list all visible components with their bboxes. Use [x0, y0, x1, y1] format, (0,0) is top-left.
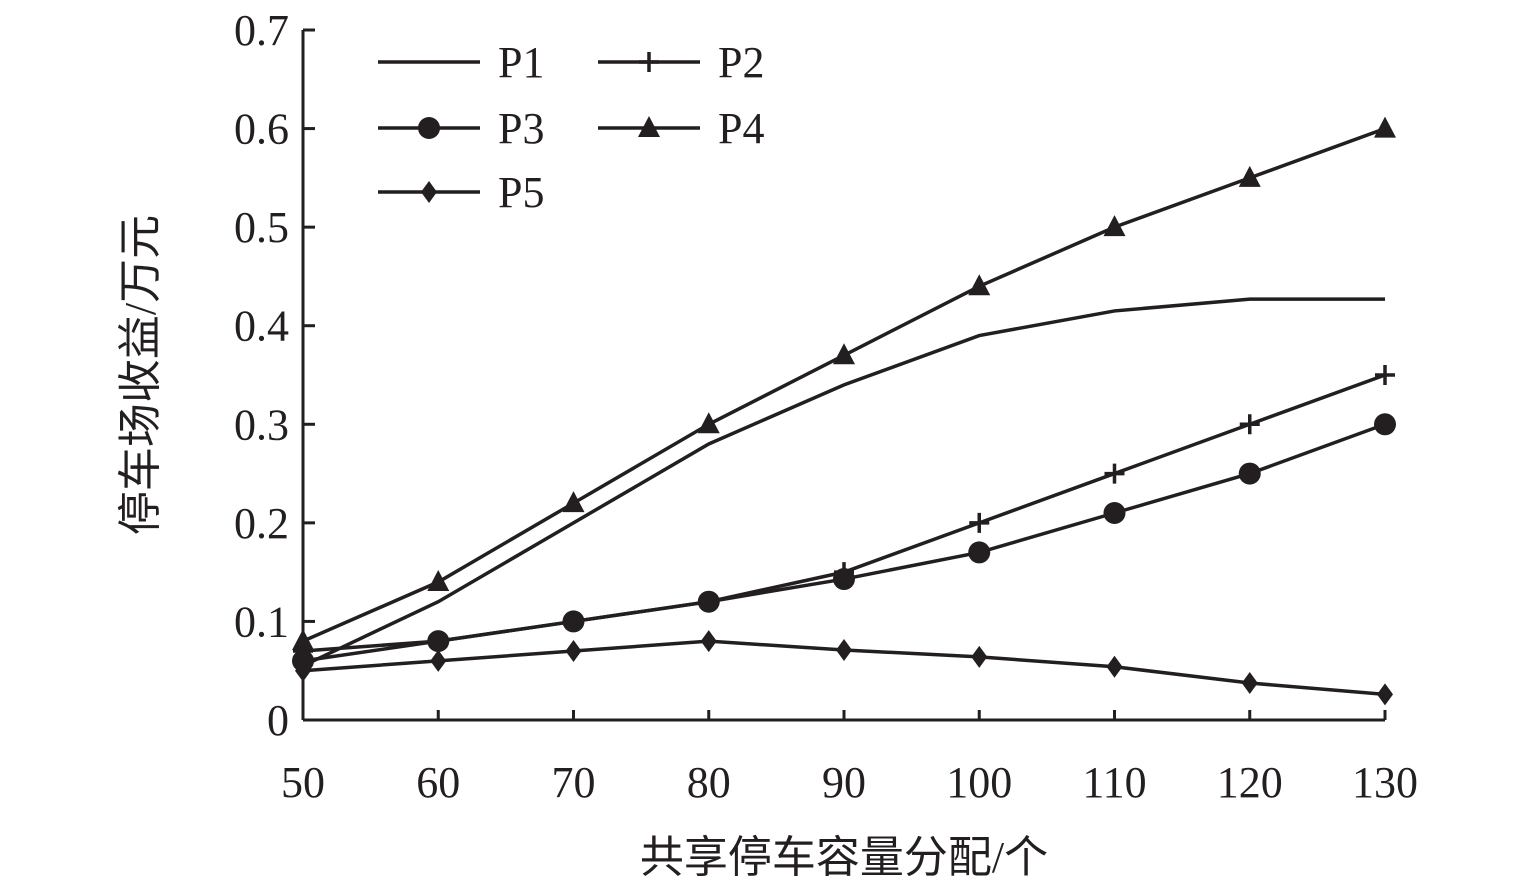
circle-marker: [1238, 462, 1261, 485]
triangle-marker: [1103, 215, 1126, 237]
legend-label: P5: [498, 168, 544, 217]
legend-label: P4: [718, 104, 764, 153]
legend: P1 P2 P3 P4 P5: [378, 38, 764, 217]
series-p2: [293, 365, 1395, 661]
x-tick-label: 100: [946, 758, 1012, 807]
triangle-marker: [968, 274, 991, 296]
legend-label: P1: [498, 38, 544, 87]
circle-marker: [1374, 413, 1396, 436]
x-tick-label: 110: [1082, 758, 1146, 807]
series-p3: [292, 413, 1396, 672]
x-tick-label: 70: [552, 758, 596, 807]
circle-marker: [418, 117, 440, 139]
triangle-marker: [1374, 116, 1396, 138]
diamond-marker: [700, 630, 717, 653]
series-p4: [292, 116, 1396, 651]
legend-label: P2: [718, 38, 764, 87]
x-tick-label: 80: [687, 758, 731, 807]
line-p2: [302, 373, 1386, 653]
x-tick-label: 50: [281, 758, 325, 807]
legend-item-p5: P5: [378, 168, 544, 217]
y-axis-label: 停车场收益/万元: [116, 215, 165, 535]
y-tick-label: 0.5: [234, 203, 289, 252]
triangle-marker: [1238, 165, 1261, 187]
triangle-marker: [833, 343, 855, 365]
y-tick-label: 0.1: [234, 597, 289, 646]
triangle-marker: [292, 629, 314, 651]
legend-item-p4: P4: [598, 104, 764, 153]
legend-item-p3: P3: [378, 104, 544, 153]
y-tick-label: 0.6: [234, 105, 289, 154]
series-p5: [295, 630, 1393, 706]
diamond-marker: [421, 181, 437, 203]
diamond-marker: [430, 649, 447, 672]
line-p3: [302, 422, 1386, 663]
y-tick-label: 0.7: [234, 6, 289, 55]
legend-label: P3: [498, 104, 544, 153]
diamond-marker: [971, 645, 988, 668]
y-tick-label: 0.3: [234, 400, 289, 449]
y-tick-label: 0.2: [234, 499, 289, 548]
legend-item-p2: P2: [598, 38, 764, 87]
x-tick-label: 60: [416, 758, 460, 807]
triangle-marker: [697, 412, 720, 434]
plus-marker: [639, 52, 659, 72]
triangle-marker: [427, 570, 450, 591]
circle-marker: [562, 610, 585, 633]
x-tick-label: 130: [1352, 758, 1418, 807]
circle-marker: [968, 541, 991, 564]
legend-item-p1: P1: [378, 38, 544, 87]
x-tick-label: 90: [822, 758, 866, 807]
diamond-marker: [1377, 683, 1393, 706]
plus-marker: [969, 512, 990, 533]
x-axis-label: 共享停车容量分配/个: [640, 833, 1048, 882]
diamond-marker: [1106, 655, 1123, 678]
diamond-marker: [295, 659, 311, 682]
diamond-marker: [565, 640, 582, 662]
diamond-marker: [1241, 672, 1258, 695]
circle-marker: [697, 590, 720, 613]
circle-marker: [833, 568, 855, 591]
circle-marker: [1103, 502, 1126, 524]
series-p1: [302, 297, 1385, 668]
triangle-marker: [638, 116, 660, 137]
diamond-marker: [836, 639, 852, 662]
triangle-marker: [562, 491, 585, 513]
y-tick-label: 0.4: [234, 302, 289, 351]
plus-marker: [1375, 365, 1395, 385]
circle-marker: [427, 630, 450, 653]
y-tick-label: 0: [267, 696, 289, 745]
line-p1: [302, 297, 1385, 668]
x-tick-label: 120: [1217, 758, 1283, 807]
plus-marker: [1239, 414, 1260, 435]
plus-marker: [1104, 463, 1125, 484]
